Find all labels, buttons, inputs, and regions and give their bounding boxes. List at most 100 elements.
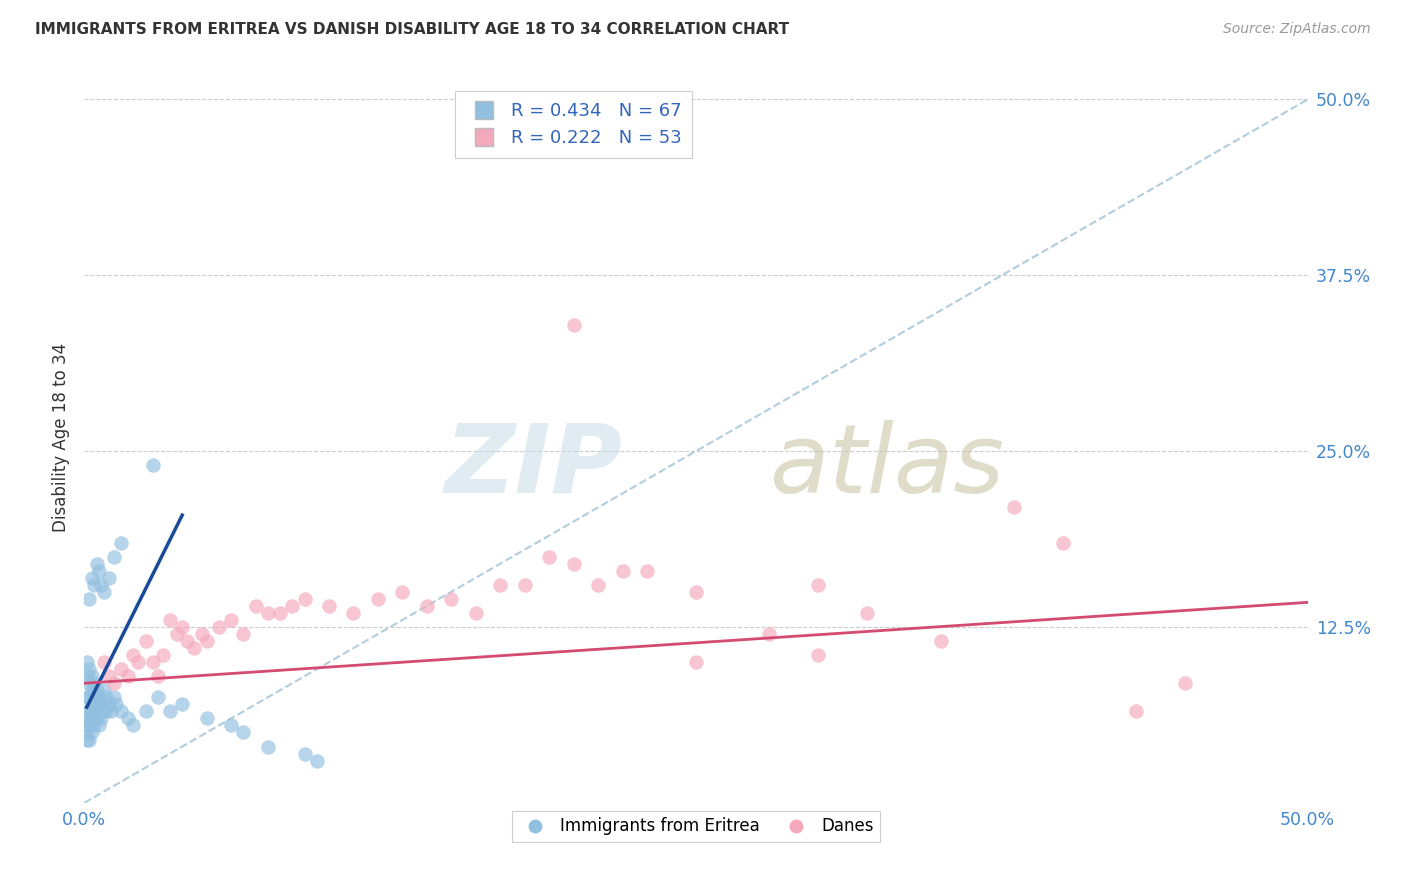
Point <box>318 599 340 613</box>
Point <box>612 564 634 578</box>
Point <box>245 599 267 613</box>
Legend: Immigrants from Eritrea, Danes: Immigrants from Eritrea, Danes <box>512 811 880 842</box>
Point <box>929 634 952 648</box>
Point <box>257 606 280 620</box>
Text: ZIP: ZIP <box>444 420 623 513</box>
Point <box>97 571 120 585</box>
Point <box>391 584 413 599</box>
Point <box>103 676 125 690</box>
Point <box>183 641 205 656</box>
Point <box>87 690 110 705</box>
Point <box>83 676 105 690</box>
Point <box>135 705 157 719</box>
Point <box>80 669 103 683</box>
Point <box>538 549 561 564</box>
Point <box>93 683 115 698</box>
Point <box>172 698 194 712</box>
Point <box>807 648 830 662</box>
Point <box>1002 500 1025 515</box>
Text: Source: ZipAtlas.com: Source: ZipAtlas.com <box>1223 22 1371 37</box>
Point <box>83 705 105 719</box>
Point <box>219 613 242 627</box>
Point <box>685 655 707 669</box>
Point <box>232 627 254 641</box>
Point <box>93 584 115 599</box>
Point <box>416 599 439 613</box>
Point <box>76 690 98 705</box>
Point <box>135 634 157 648</box>
Point <box>77 705 100 719</box>
Point <box>77 676 100 690</box>
Point <box>195 711 218 725</box>
Point <box>159 613 181 627</box>
Point <box>122 718 145 732</box>
Point <box>77 732 100 747</box>
Point <box>87 564 110 578</box>
Point <box>83 718 105 732</box>
Point <box>1052 535 1074 549</box>
Point <box>76 705 98 719</box>
Point <box>87 718 110 732</box>
Point <box>367 591 389 606</box>
Text: atlas: atlas <box>769 420 1004 513</box>
Point <box>90 578 112 592</box>
Point <box>86 698 108 712</box>
Point <box>90 698 112 712</box>
Point <box>142 458 165 473</box>
Point <box>76 725 98 739</box>
Point <box>281 599 304 613</box>
Point <box>146 690 169 705</box>
Point <box>103 690 125 705</box>
Point <box>195 634 218 648</box>
Point <box>440 591 463 606</box>
Point <box>856 606 879 620</box>
Point <box>86 557 108 571</box>
Point <box>176 634 198 648</box>
Point <box>87 705 110 719</box>
Point <box>76 711 98 725</box>
Point <box>77 591 100 606</box>
Point <box>80 711 103 725</box>
Point <box>636 564 658 578</box>
Point <box>93 705 115 719</box>
Point <box>77 718 100 732</box>
Point <box>166 627 188 641</box>
Point <box>142 655 165 669</box>
Point <box>807 578 830 592</box>
Point <box>232 725 254 739</box>
Point <box>110 535 132 549</box>
Point <box>80 571 103 585</box>
Point <box>562 318 585 332</box>
Text: IMMIGRANTS FROM ERITREA VS DANISH DISABILITY AGE 18 TO 34 CORRELATION CHART: IMMIGRANTS FROM ERITREA VS DANISH DISABI… <box>35 22 789 37</box>
Point <box>219 718 242 732</box>
Point <box>83 690 105 705</box>
Point <box>103 549 125 564</box>
Point <box>305 754 328 768</box>
Point <box>77 662 100 676</box>
Point <box>117 711 139 725</box>
Point <box>96 690 118 705</box>
Point <box>127 655 149 669</box>
Point <box>159 705 181 719</box>
Point <box>269 606 291 620</box>
Point <box>1174 676 1197 690</box>
Point <box>342 606 364 620</box>
Point <box>86 683 108 698</box>
Point <box>513 578 536 592</box>
Point <box>110 662 132 676</box>
Point <box>76 732 98 747</box>
Point <box>76 669 98 683</box>
Point <box>76 718 98 732</box>
Point <box>685 584 707 599</box>
Point <box>76 655 98 669</box>
Point <box>172 620 194 634</box>
Point <box>117 669 139 683</box>
Point <box>257 739 280 754</box>
Point <box>77 690 100 705</box>
Point <box>105 698 128 712</box>
Point <box>562 557 585 571</box>
Point <box>80 698 103 712</box>
Point <box>122 648 145 662</box>
Point <box>294 747 316 761</box>
Point <box>208 620 231 634</box>
